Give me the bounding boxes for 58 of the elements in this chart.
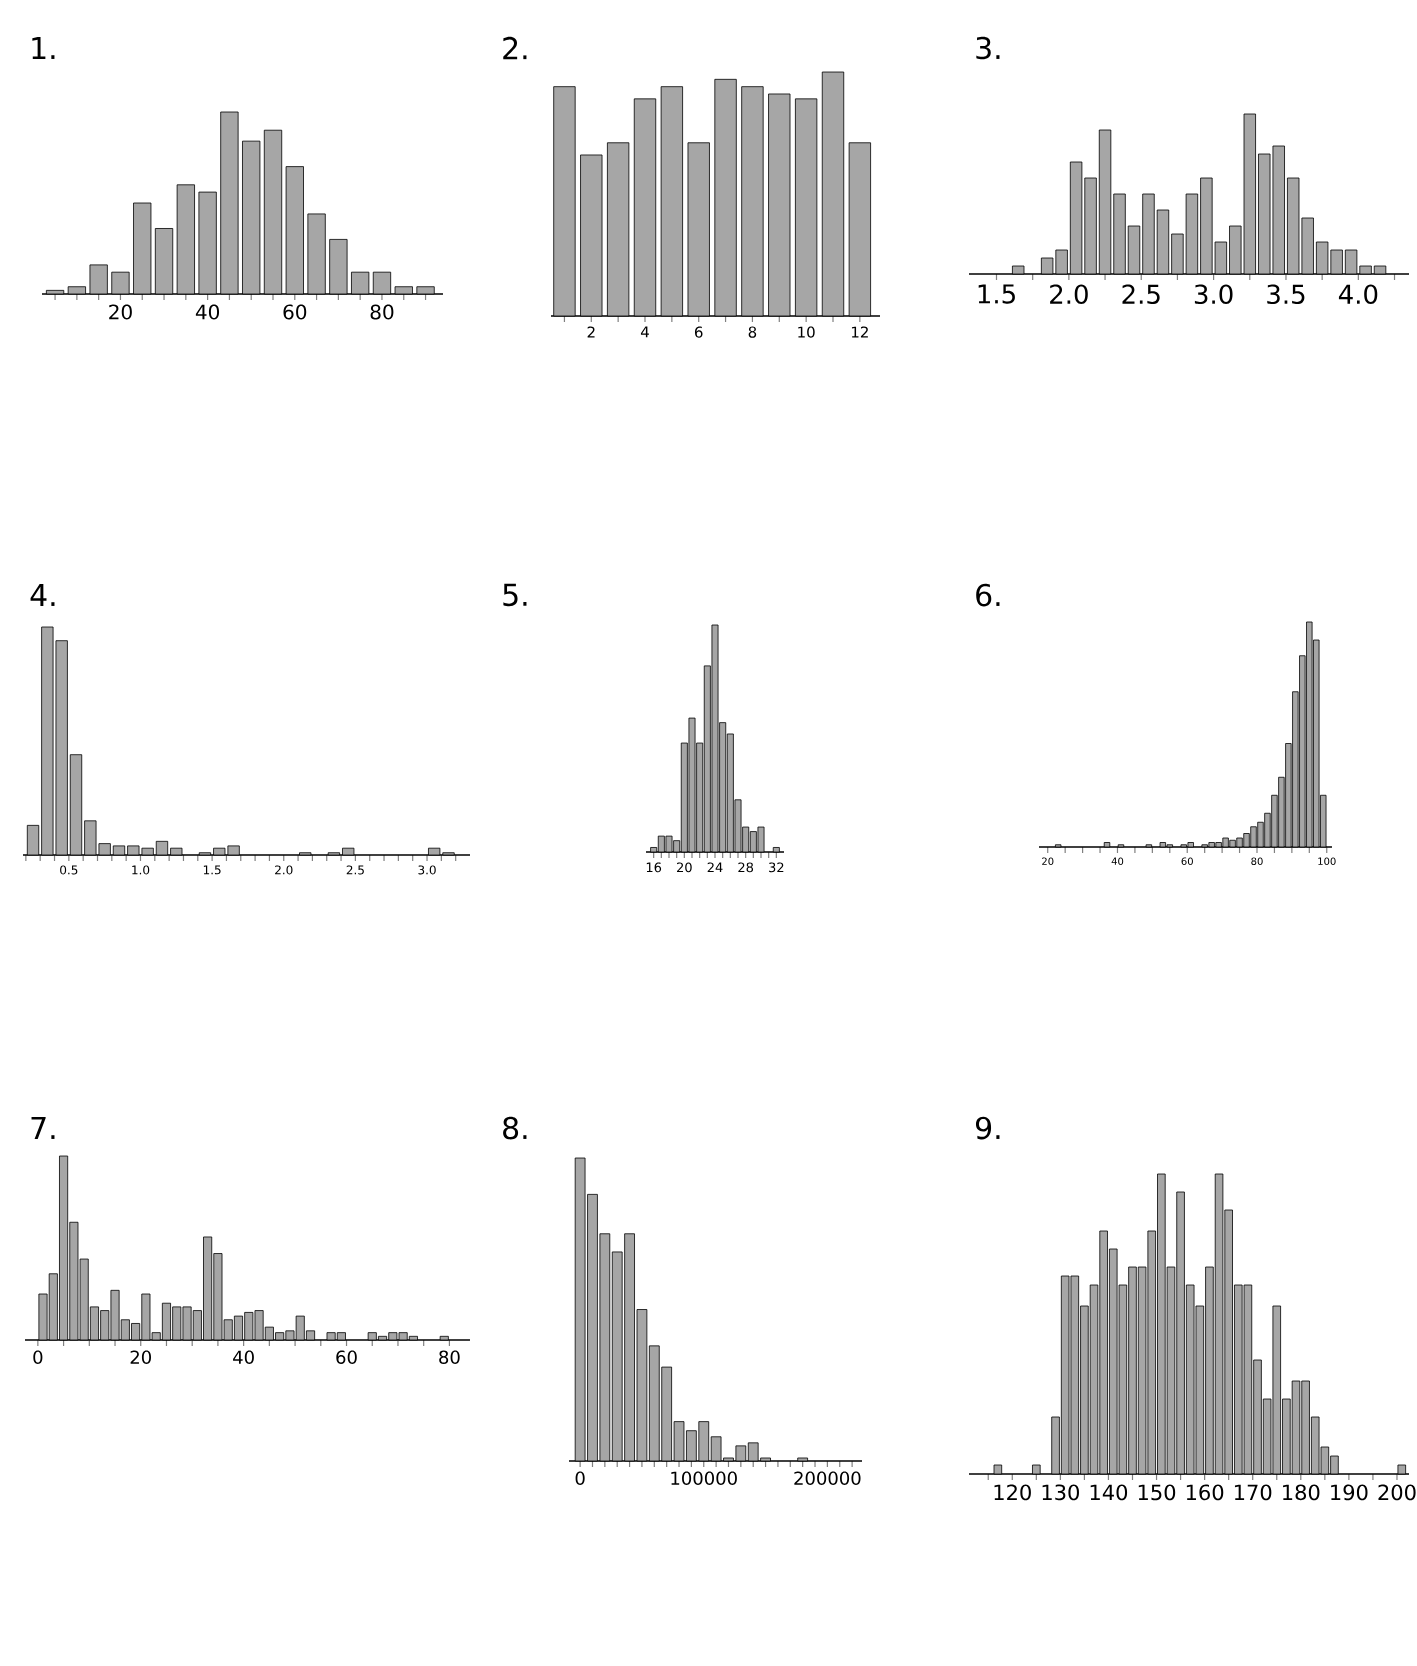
x-tick-label: 10 bbox=[798, 326, 815, 338]
x-tick-label: 200 bbox=[1378, 1484, 1416, 1501]
x-tick-label: 2.5 bbox=[1122, 284, 1160, 305]
x-tick-label: 2.0 bbox=[1050, 284, 1088, 305]
x-tick-label: 170 bbox=[1234, 1484, 1272, 1501]
x-tick-label: 4.0 bbox=[1338, 284, 1378, 305]
x-tick-label: 2 bbox=[587, 326, 595, 338]
x-tick-label: 1.5 bbox=[203, 865, 221, 875]
x-tick-label: 1.5 bbox=[978, 284, 1015, 304]
x-tick-label: 80 bbox=[439, 1350, 460, 1365]
x-tick-label: 150 bbox=[1138, 1484, 1176, 1501]
x-tick-label: 130 bbox=[1042, 1484, 1079, 1501]
x-tick-label: 120 bbox=[994, 1484, 1031, 1501]
x-tick-label: 20 bbox=[130, 1350, 151, 1365]
x-tick-label: 32 bbox=[769, 862, 784, 873]
chart-title: 9. bbox=[975, 1116, 1000, 1140]
x-tick-label: 3.0 bbox=[1194, 284, 1233, 305]
x-tick-label: 4 bbox=[640, 326, 649, 338]
x-tick-label: 8 bbox=[748, 326, 757, 338]
chart-title: 7. bbox=[31, 1117, 55, 1139]
x-tick-label: 100000 bbox=[671, 1471, 737, 1486]
x-tick-label: 40 bbox=[233, 1350, 254, 1365]
x-tick-label: 12 bbox=[851, 326, 868, 338]
x-tick-label: 1.0 bbox=[132, 865, 150, 875]
x-tick-label: 20 bbox=[109, 304, 132, 320]
x-tick-label: 40 bbox=[1111, 857, 1124, 865]
x-tick-label: 0 bbox=[33, 1350, 43, 1365]
x-tick-label: 6 bbox=[694, 326, 703, 338]
x-tick-label: 24 bbox=[707, 862, 723, 873]
chart-title: 1. bbox=[32, 37, 55, 59]
x-tick-label: 200000 bbox=[794, 1471, 861, 1486]
x-tick-label: 0.5 bbox=[60, 865, 78, 875]
x-tick-label: 60 bbox=[283, 304, 307, 320]
x-tick-label: 80 bbox=[370, 304, 394, 320]
x-tick-label: 3.0 bbox=[418, 865, 436, 875]
x-tick-label: 160 bbox=[1186, 1484, 1224, 1501]
chart-title: 6. bbox=[976, 583, 1000, 607]
x-tick-label: 0 bbox=[575, 1471, 585, 1486]
x-tick-label: 20 bbox=[1042, 857, 1054, 865]
chart-title: 3. bbox=[976, 36, 1000, 60]
x-tick-label: 190 bbox=[1331, 1484, 1368, 1501]
x-tick-label: 2.5 bbox=[346, 865, 364, 875]
x-tick-label: 2.0 bbox=[275, 865, 293, 875]
chart-title: 8. bbox=[503, 1116, 527, 1140]
chart-title: 4. bbox=[30, 584, 55, 606]
x-tick-label: 16 bbox=[646, 862, 662, 873]
x-tick-label: 180 bbox=[1283, 1484, 1320, 1501]
x-tick-label: 20 bbox=[677, 862, 692, 873]
x-tick-label: 80 bbox=[1251, 857, 1263, 865]
x-tick-label: 40 bbox=[195, 304, 220, 320]
x-tick-label: 60 bbox=[336, 1350, 357, 1365]
x-tick-label: 140 bbox=[1090, 1484, 1128, 1501]
x-tick-label: 100 bbox=[1318, 857, 1336, 865]
chart-title: 2. bbox=[503, 36, 527, 60]
x-tick-label: 3.5 bbox=[1267, 284, 1305, 305]
x-tick-label: 28 bbox=[738, 862, 754, 873]
chart-title: 5. bbox=[503, 583, 527, 607]
x-tick-label: 60 bbox=[1181, 857, 1193, 865]
